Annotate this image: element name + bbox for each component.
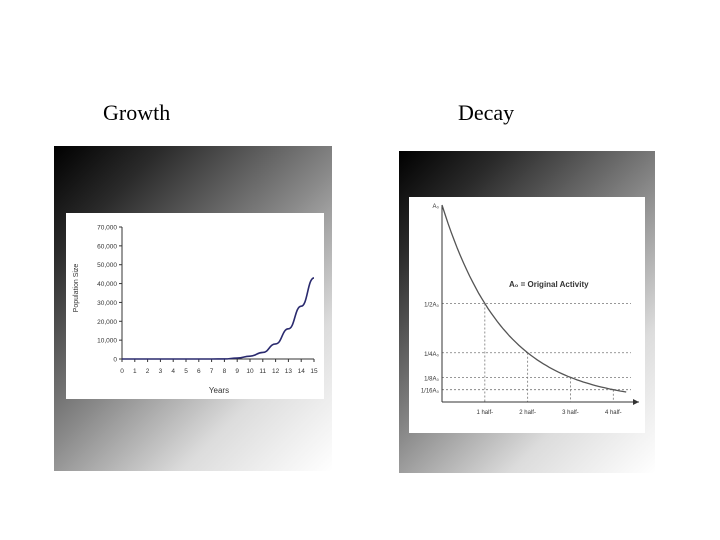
growth-y-tick-label: 30,000: [97, 300, 117, 307]
growth-x-tick-label: 13: [285, 368, 293, 375]
growth-y-tick-label: 40,000: [97, 281, 117, 288]
growth-y-tick-label: 70,000: [97, 225, 117, 232]
growth-x-tick-label: 14: [298, 368, 306, 375]
growth-x-tick-label: 7: [210, 368, 214, 375]
decay-heading: Decay: [458, 100, 515, 125]
decay-x-tick-label: 3 half-: [562, 410, 579, 416]
growth-x-tick-label: 9: [235, 368, 239, 375]
growth-x-tick-label: 0: [120, 368, 124, 375]
decay-y-tick-label: 1/16A₀: [421, 389, 440, 395]
decay-annotation: A₀ = Original Activity: [509, 280, 589, 289]
decay-y-tick-label: A₀: [433, 204, 440, 210]
growth-y-axis-label: Population Size: [73, 264, 80, 313]
decay-chart-svg: A₀ 1/2A₀ 1/4A₀ 1/8A₀ 1/16A₀ 1 half- 2 half- 3 …: [421, 204, 639, 416]
decay-y-tick-label: 1/4A₀: [424, 352, 439, 358]
decay-x-tick-label: 1 half-: [476, 410, 493, 416]
growth-heading: Growth: [103, 100, 171, 125]
growth-x-tick-label: 3: [159, 368, 163, 375]
growth-x-tick-label: 5: [184, 368, 188, 375]
growth-x-tick-label: 10: [246, 368, 254, 375]
growth-x-tick-label: 11: [259, 368, 266, 375]
growth-y-tick-label: 0: [113, 357, 117, 364]
decay-series-line: [441, 204, 627, 393]
growth-chart-svg: 0 10,000 20,000 30,000 40,000 50,000 60,000 70,…: [73, 225, 318, 396]
growth-x-tick-label: 15: [310, 368, 318, 375]
decay-x-axis-arrow: [633, 399, 639, 405]
growth-x-tick-label: 2: [146, 368, 150, 375]
growth-y-tick-label: 10,000: [97, 338, 117, 345]
decay-y-tick-label: 1/2A₀: [424, 303, 439, 309]
growth-chart: 0 10,000 20,000 30,000 40,000 50,000 60,000 70,…: [66, 213, 324, 399]
decay-panel: A₀ 1/2A₀ 1/4A₀ 1/8A₀ 1/16A₀ 1 half- 2 half- 3 …: [399, 151, 655, 473]
growth-x-tick-label: 1: [133, 368, 137, 375]
growth-x-tick-label: 8: [223, 368, 227, 375]
growth-y-tick-label: 20,000: [97, 319, 117, 326]
decay-chart: A₀ 1/2A₀ 1/4A₀ 1/8A₀ 1/16A₀ 1 half- 2 half- 3 …: [409, 197, 645, 433]
growth-y-tick-label: 60,000: [97, 243, 117, 250]
decay-y-tick-label: 1/8A₀: [424, 376, 439, 382]
growth-x-tick-label: 4: [171, 368, 175, 375]
growth-x-tick-label: 6: [197, 368, 201, 375]
growth-panel: 0 10,000 20,000 30,000 40,000 50,000 60,000 70,…: [54, 146, 332, 471]
growth-x-tick-label: 12: [272, 368, 280, 375]
decay-x-tick-label: 2 half-: [519, 410, 536, 416]
growth-y-tick-label: 50,000: [97, 262, 117, 269]
decay-x-tick-label: 4 half-: [605, 410, 622, 416]
growth-x-axis-label: Years: [209, 386, 229, 395]
growth-series-line: [122, 277, 315, 360]
